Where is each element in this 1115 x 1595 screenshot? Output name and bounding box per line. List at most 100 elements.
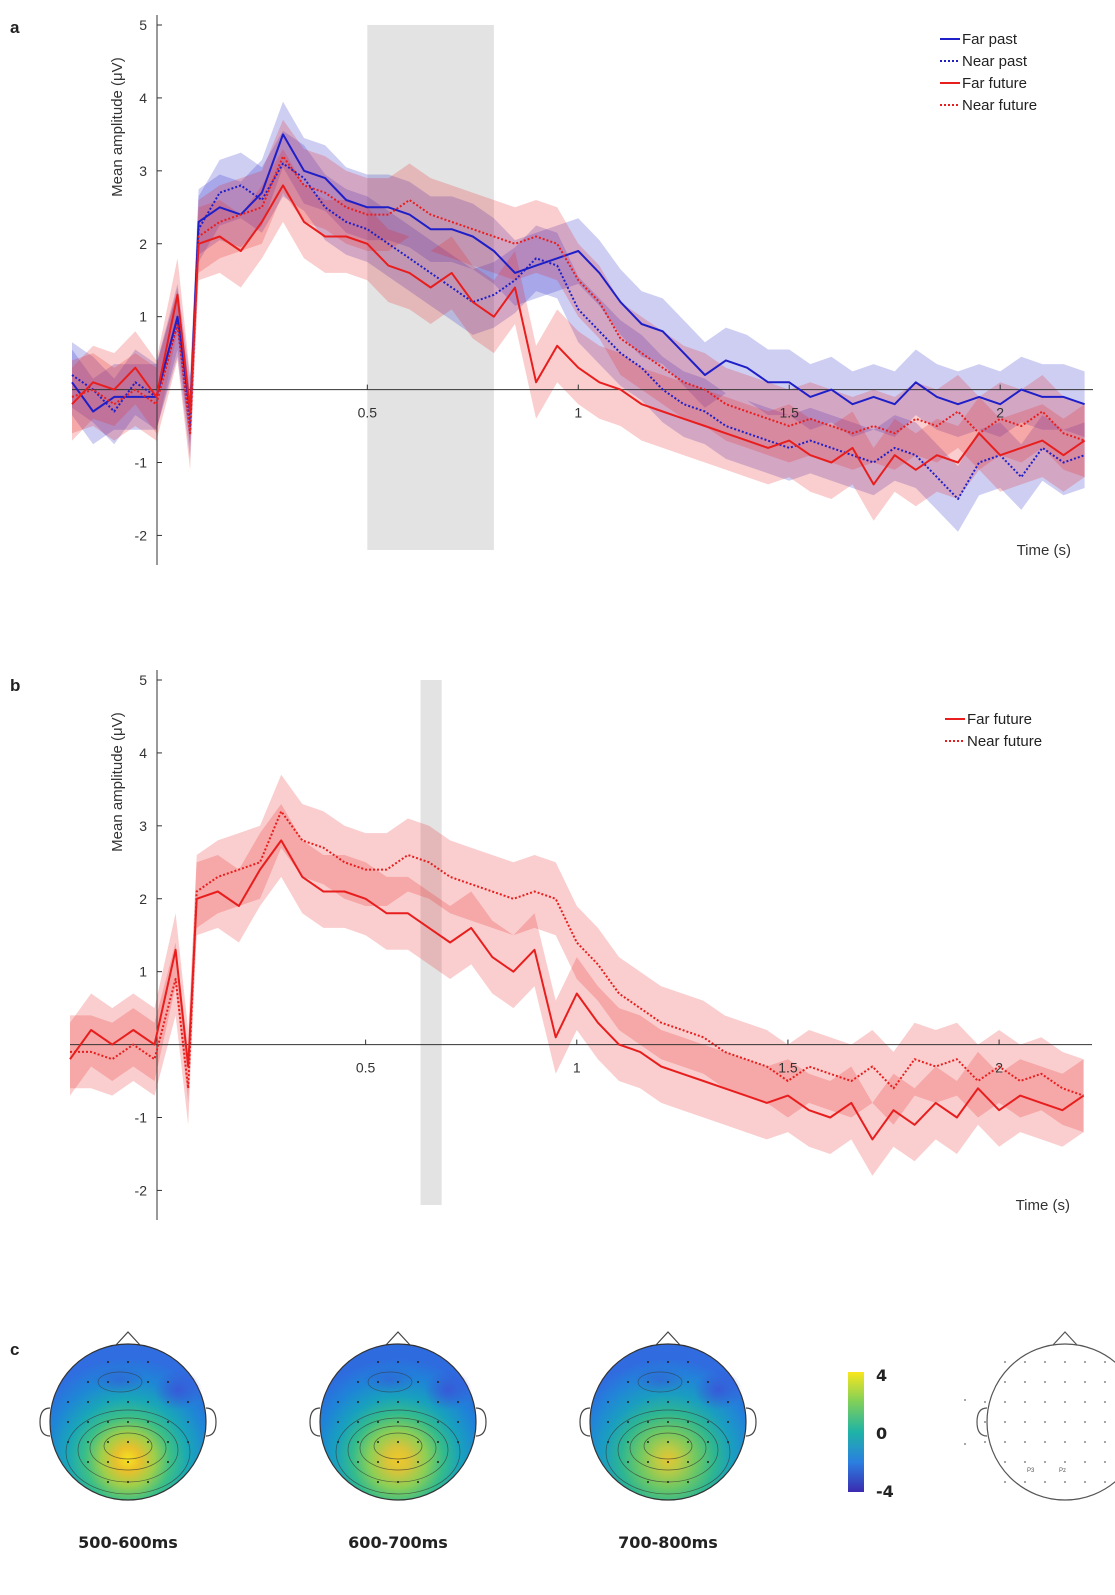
electrode-dot — [457, 1441, 459, 1443]
series-band-2 — [72, 149, 1085, 521]
electrode-dot — [397, 1461, 399, 1463]
analysis-window — [420, 680, 442, 1205]
y-tick-label: 3 — [139, 818, 147, 834]
electrode-label: Pz — [1059, 1468, 1066, 1474]
legend-label: Far future — [962, 75, 1027, 92]
contour-line — [335, 1409, 461, 1495]
x-tick-label: 1 — [573, 1060, 581, 1076]
electrode-dot — [417, 1381, 419, 1383]
electrode-dot — [357, 1401, 359, 1403]
electrode-dot — [187, 1401, 189, 1403]
layout-electrode — [1024, 1401, 1026, 1403]
layout-electrode — [1064, 1481, 1066, 1483]
electrode-dot — [107, 1421, 109, 1423]
y-axis-title: Mean amplitude (μV) — [109, 712, 126, 852]
legend-label: Near past — [962, 53, 1028, 70]
layout-electrode — [1044, 1461, 1046, 1463]
y-tick-label: 5 — [139, 17, 147, 33]
electrode-dot — [627, 1441, 629, 1443]
electrode-dot — [437, 1441, 439, 1443]
x-axis-title: Time (s) — [1017, 542, 1071, 559]
electrode-dot — [647, 1401, 649, 1403]
layout-electrode — [984, 1401, 986, 1403]
legend-label: Far future — [967, 711, 1032, 728]
electrode-dot — [437, 1381, 439, 1383]
y-tick-label: 2 — [139, 236, 147, 252]
panel-c-letter: c — [10, 1340, 20, 1359]
y-tick-label: -2 — [135, 527, 148, 543]
electrode-dot — [377, 1361, 379, 1363]
x-tick-label: 0.5 — [356, 1060, 376, 1076]
electrode-dot — [127, 1401, 129, 1403]
electrode-dot — [457, 1401, 459, 1403]
topomap-2: 700-800ms — [579, 1331, 757, 1552]
electrode-dot — [337, 1421, 339, 1423]
electrode-dot — [167, 1441, 169, 1443]
series-band-0 — [70, 804, 1084, 1176]
electrode-dot — [627, 1461, 629, 1463]
electrode-dot — [127, 1381, 129, 1383]
electrode-dot — [397, 1421, 399, 1423]
negative-region — [424, 1370, 472, 1410]
series-band-0 — [72, 101, 1085, 445]
layout-electrode — [1024, 1441, 1026, 1443]
electrode-dot — [687, 1441, 689, 1443]
topomap-panel: 500-600ms 600-700ms 700-800ms 4 0 -4 P3 Pz — [39, 1331, 1115, 1552]
y-tick-label: 1 — [139, 964, 147, 980]
electrode-dot — [87, 1401, 89, 1403]
electrode-dot — [377, 1441, 379, 1443]
nose — [655, 1331, 681, 1346]
electrode-dot — [337, 1401, 339, 1403]
contour-line — [637, 1371, 683, 1393]
electrode-dot — [687, 1481, 689, 1483]
series-line-near-future — [71, 155, 1085, 442]
electrode-dot — [397, 1481, 399, 1483]
topomap-label: 500-600ms — [78, 1533, 178, 1552]
electrode-dot — [687, 1401, 689, 1403]
layout-electrode — [1104, 1361, 1106, 1363]
contour-line — [65, 1409, 191, 1495]
layout-electrode — [1104, 1481, 1106, 1483]
electrode-dot — [627, 1401, 629, 1403]
ear-left — [39, 1407, 51, 1437]
negative-region — [92, 1366, 148, 1394]
layout-electrode — [1044, 1481, 1046, 1483]
electrode-dot — [647, 1441, 649, 1443]
negative-region — [632, 1366, 688, 1394]
layout-electrode — [1004, 1421, 1006, 1423]
panel-a-letter: a — [10, 18, 20, 37]
electrode-dot — [667, 1381, 669, 1383]
electrode-dot — [647, 1421, 649, 1423]
topomap-label: 700-800ms — [618, 1533, 718, 1552]
electrode-dot — [687, 1381, 689, 1383]
electrode-dot — [647, 1481, 649, 1483]
y-axis-title: Mean amplitude (μV) — [109, 57, 126, 197]
electrode-dot — [707, 1441, 709, 1443]
series-line-far-future — [71, 184, 1086, 486]
x-tick-label: 1.5 — [779, 405, 799, 421]
electrode-dot — [647, 1381, 649, 1383]
electrode-dot — [707, 1401, 709, 1403]
electrode-dot — [667, 1401, 669, 1403]
electrode-dot — [167, 1401, 169, 1403]
electrode-dot — [397, 1361, 399, 1363]
layout-electrode — [1064, 1461, 1066, 1463]
y-tick-label: -2 — [135, 1182, 148, 1198]
electrode-dot — [437, 1421, 439, 1423]
colorbar-tick-label: 0 — [876, 1424, 887, 1443]
electrode-dot — [687, 1461, 689, 1463]
electrode-dot — [377, 1461, 379, 1463]
negative-region — [694, 1370, 742, 1410]
layout-electrode — [1084, 1421, 1086, 1423]
electrode-dot — [647, 1461, 649, 1463]
electrode-dot — [417, 1361, 419, 1363]
electrode-dot — [417, 1461, 419, 1463]
layout-electrode — [1084, 1381, 1086, 1383]
electrode-dot — [667, 1461, 669, 1463]
electrode-dot — [667, 1421, 669, 1423]
ear-left — [309, 1407, 321, 1437]
y-tick-label: 1 — [139, 309, 147, 325]
series-line-far-past — [71, 133, 1085, 413]
electrode-dot — [627, 1421, 629, 1423]
electrode-dot — [167, 1381, 169, 1383]
